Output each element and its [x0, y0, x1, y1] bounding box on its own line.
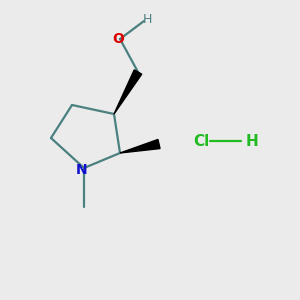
Text: H: H: [142, 13, 152, 26]
Text: N: N: [76, 163, 87, 176]
Text: O: O: [112, 32, 124, 46]
Text: H: H: [246, 134, 258, 148]
Polygon shape: [120, 140, 160, 153]
Text: Cl: Cl: [193, 134, 209, 148]
Polygon shape: [114, 70, 142, 114]
